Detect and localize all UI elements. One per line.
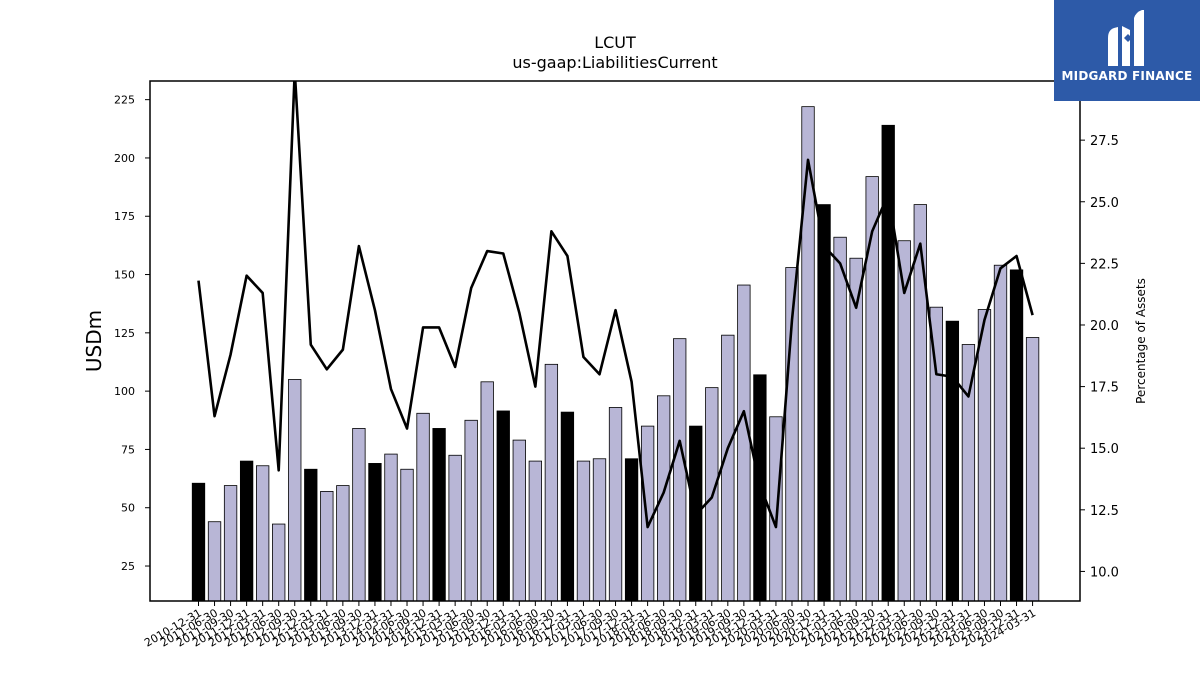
y-axis-label: USDm <box>82 310 106 372</box>
bar-2015-06-30 <box>480 381 494 602</box>
bar-2011-03-31 <box>207 521 222 602</box>
y2-tick-label: 12.5 <box>1090 504 1119 519</box>
bar-2022-06-30 <box>929 306 943 602</box>
bar-2019-06-30 <box>737 284 751 602</box>
percentage-line-series <box>197 81 1034 529</box>
bar-2013-12-31 <box>384 453 398 602</box>
y2-tick-label: 27.5 <box>1090 134 1119 149</box>
bar-2012-12-31 <box>320 490 334 602</box>
brand-logo: MIDGARD FINANCE <box>1054 0 1200 101</box>
bar-2015-12-31 <box>512 439 526 602</box>
bar-2011-12-31 <box>256 465 270 602</box>
brand-logo-text: MIDGARD FINANCE <box>1061 69 1193 83</box>
bar-2017-09-30 <box>624 458 639 602</box>
percentage-line <box>197 81 1034 529</box>
midgard-logo-icon <box>1108 10 1144 66</box>
y-axis-right: 10.0 12.5 15.0 17.5 20.0 22.5 25.0 27.5 <box>1080 134 1119 580</box>
bar-2021-06-30 <box>865 176 879 602</box>
bar-2020-12-31 <box>833 236 847 602</box>
bar-2019-03-31 <box>721 334 735 602</box>
bar-2023-12-31 <box>1025 337 1040 602</box>
y-tick-label: 225 <box>114 94 135 107</box>
y2-tick-label: 17.5 <box>1090 381 1119 396</box>
bar-2016-06-30 <box>544 363 559 602</box>
bar-2023-09-30 <box>1009 269 1024 602</box>
bar-2016-03-31 <box>528 460 542 602</box>
y-tick-label: 100 <box>114 385 135 398</box>
y-tick-label: 25 <box>121 560 135 573</box>
bar-2019-12-31 <box>769 416 783 602</box>
y-tick-label: 75 <box>121 443 135 456</box>
bar-2011-09-30 <box>239 460 254 602</box>
bar-series <box>191 106 1040 602</box>
plot-frame <box>149 80 1081 602</box>
bar-2018-06-30 <box>673 338 687 602</box>
y2-axis-label: Percentage of Assets <box>1134 278 1148 404</box>
y2-tick-label: 10.0 <box>1090 565 1119 580</box>
bar-2012-06-30 <box>288 379 302 602</box>
bar-2017-03-31 <box>592 458 607 602</box>
chart-subtitle: us-gaap:LiabilitiesCurrent <box>512 53 717 72</box>
y-tick-label: 125 <box>114 327 135 340</box>
bar-2013-03-31 <box>336 485 350 602</box>
chart-title: LCUT <box>594 33 636 52</box>
y2-tick-label: 22.5 <box>1090 257 1119 272</box>
y-tick-label: 150 <box>114 269 135 282</box>
bar-2017-06-30 <box>608 407 623 602</box>
bar-2018-03-31 <box>657 395 671 602</box>
bar-2021-03-31 <box>849 257 863 602</box>
bar-2013-09-30 <box>368 463 382 602</box>
y-tick-label: 50 <box>121 502 135 515</box>
bar-2015-03-31 <box>464 419 478 602</box>
bar-2016-09-30 <box>560 411 575 602</box>
y-tick-label: 200 <box>114 152 135 165</box>
bar-2016-12-31 <box>576 460 591 602</box>
bar-2014-09-30 <box>432 428 446 602</box>
bar-2015-09-30 <box>496 410 510 602</box>
bar-2014-06-30 <box>416 412 430 602</box>
x-axis: 2010-12-312011-06-302011-09-302011-12-31… <box>142 601 1038 650</box>
bar-2021-12-31 <box>897 240 911 602</box>
bar-2022-03-31 <box>913 204 927 602</box>
bar-2023-06-30 <box>993 264 1008 602</box>
bar-2022-12-31 <box>961 344 976 602</box>
bar-2011-06-30 <box>223 485 238 602</box>
bar-2017-12-31 <box>640 425 655 602</box>
y-tick-label: 175 <box>114 210 135 223</box>
bar-2020-09-30 <box>817 204 831 602</box>
bar-2013-06-30 <box>352 428 366 602</box>
bar-2010-12-31 <box>191 482 206 602</box>
y2-tick-label: 20.0 <box>1090 319 1119 334</box>
y2-tick-label: 25.0 <box>1090 196 1119 211</box>
y-axis-left: 25 50 75 100 125 150 175 200 225 <box>114 94 150 573</box>
bar-2022-09-30 <box>945 320 960 602</box>
bar-2014-12-31 <box>448 454 462 602</box>
bar-2014-03-31 <box>400 468 414 602</box>
bar-2023-03-31 <box>977 309 992 602</box>
bar-2012-09-30 <box>304 468 318 602</box>
bar-2012-03-31 <box>272 523 286 602</box>
y2-tick-label: 15.0 <box>1090 442 1119 457</box>
